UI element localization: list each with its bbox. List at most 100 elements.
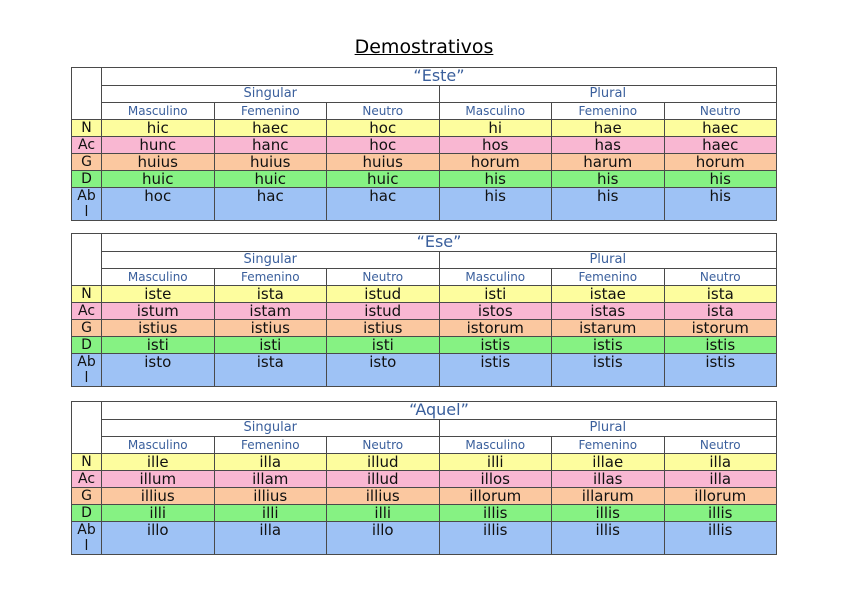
- table-row: G illius illius illius illorum illarum i…: [71, 487, 777, 505]
- form-cell: illius: [213, 487, 327, 505]
- gender-heading: Masculino: [101, 102, 215, 120]
- form-cell: haec: [663, 136, 777, 154]
- form-cell: istis: [551, 336, 665, 354]
- form-cell: istis: [663, 336, 777, 354]
- table-row: Ab l illo illa illo illis illis illis: [71, 521, 777, 555]
- form-cell: hic: [101, 119, 215, 137]
- form-cell: ista: [213, 285, 327, 303]
- table-este: “Este” Singular Plural Masculino Femenin…: [71, 67, 777, 221]
- form-cell: hos: [438, 136, 552, 154]
- gender-heading: Neutro: [663, 268, 777, 286]
- gender-heading: Femenino: [551, 436, 665, 454]
- form-cell: istorum: [663, 319, 777, 337]
- form-cell: hac: [213, 187, 327, 221]
- form-cell: istius: [101, 319, 215, 337]
- form-cell: illo: [326, 521, 440, 555]
- gender-heading: Masculino: [438, 102, 552, 120]
- gender-heading: Neutro: [326, 102, 440, 120]
- case-label: N: [71, 285, 102, 303]
- form-cell: istos: [438, 302, 552, 320]
- gender-heading: Neutro: [326, 268, 440, 286]
- form-cell: ista: [663, 285, 777, 303]
- case-label: D: [71, 504, 102, 522]
- form-cell: istis: [438, 336, 552, 354]
- table-row: Ab l isto ista isto istis istis istis: [71, 353, 777, 387]
- form-cell: haec: [213, 119, 327, 137]
- form-cell: hac: [326, 187, 440, 221]
- case-label: G: [71, 487, 102, 505]
- form-cell: hae: [551, 119, 665, 137]
- gender-heading: Masculino: [101, 268, 215, 286]
- table-corner: [71, 67, 102, 120]
- gender-heading: Neutro: [663, 436, 777, 454]
- form-cell: istae: [551, 285, 665, 303]
- table-row: Ab l hoc hac hac his his his: [71, 187, 777, 221]
- plural-heading: Plural: [438, 251, 777, 269]
- form-cell: istas: [551, 302, 665, 320]
- form-cell: illud: [326, 453, 440, 471]
- table-row: G istius istius istius istorum istarum i…: [71, 319, 777, 337]
- form-cell: illae: [551, 453, 665, 471]
- form-cell: illis: [663, 521, 777, 555]
- form-cell: ista: [663, 302, 777, 320]
- form-cell: illo: [101, 521, 215, 555]
- form-cell: isti: [213, 336, 327, 354]
- table-row: D isti isti isti istis istis istis: [71, 336, 777, 354]
- form-cell: hoc: [326, 136, 440, 154]
- plural-heading: Plural: [438, 85, 777, 103]
- form-cell: istud: [326, 302, 440, 320]
- case-label: N: [71, 119, 102, 137]
- table-row: D huic huic huic his his his: [71, 170, 777, 188]
- form-cell: istius: [213, 319, 327, 337]
- form-cell: illi: [326, 504, 440, 522]
- table-aquel: “Aquel” Singular Plural Masculino Femeni…: [71, 401, 777, 555]
- form-cell: his: [663, 187, 777, 221]
- form-cell: isti: [438, 285, 552, 303]
- form-cell: hunc: [101, 136, 215, 154]
- form-cell: illis: [663, 504, 777, 522]
- form-cell: istarum: [551, 319, 665, 337]
- table-corner: [71, 401, 102, 454]
- gender-heading: Femenino: [213, 436, 327, 454]
- form-cell: isti: [101, 336, 215, 354]
- demonstrative-heading: “Aquel”: [101, 401, 777, 420]
- form-cell: illam: [213, 470, 327, 488]
- form-cell: illorum: [663, 487, 777, 505]
- case-label: D: [71, 336, 102, 354]
- form-cell: his: [438, 187, 552, 221]
- singular-heading: Singular: [101, 419, 440, 437]
- form-cell: horum: [663, 153, 777, 171]
- case-label: G: [71, 153, 102, 171]
- form-cell: huius: [213, 153, 327, 171]
- form-cell: ille: [101, 453, 215, 471]
- table-row: N hic haec hoc hi hae haec: [71, 119, 777, 137]
- singular-heading: Singular: [101, 251, 440, 269]
- case-label: Ab l: [71, 353, 102, 387]
- form-cell: illud: [326, 470, 440, 488]
- gender-heading: Femenino: [551, 102, 665, 120]
- form-cell: huic: [326, 170, 440, 188]
- case-label: D: [71, 170, 102, 188]
- form-cell: huius: [326, 153, 440, 171]
- gender-heading: Neutro: [326, 436, 440, 454]
- form-cell: illorum: [438, 487, 552, 505]
- form-cell: isto: [326, 353, 440, 387]
- form-cell: isto: [101, 353, 215, 387]
- case-label: Ac: [71, 136, 102, 154]
- form-cell: istorum: [438, 319, 552, 337]
- table-row: Ac istum istam istud istos istas ista: [71, 302, 777, 320]
- form-cell: istius: [326, 319, 440, 337]
- form-cell: hoc: [326, 119, 440, 137]
- form-cell: istam: [213, 302, 327, 320]
- form-cell: hi: [438, 119, 552, 137]
- case-label: Ac: [71, 470, 102, 488]
- form-cell: haec: [663, 119, 777, 137]
- gender-heading: Masculino: [438, 436, 552, 454]
- form-cell: his: [663, 170, 777, 188]
- gender-heading: Masculino: [101, 436, 215, 454]
- case-label: G: [71, 319, 102, 337]
- form-cell: hoc: [101, 187, 215, 221]
- form-cell: istis: [438, 353, 552, 387]
- form-cell: illos: [438, 470, 552, 488]
- form-cell: illa: [213, 521, 327, 555]
